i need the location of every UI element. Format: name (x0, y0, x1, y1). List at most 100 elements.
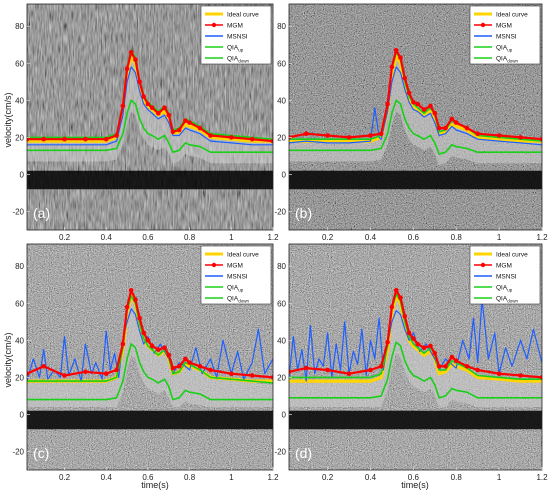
mgm-point (325, 133, 330, 138)
mgm-point (121, 104, 126, 109)
mgm-point (518, 135, 523, 140)
panel-label: (a) (33, 205, 50, 221)
mgm-point (422, 345, 427, 350)
mgm-point (83, 370, 88, 375)
mgm-point (146, 338, 151, 343)
mgm-point (208, 368, 213, 373)
chart-panel-c: -200204060800.2 0.4 0.6 0.8 1 1.2(c)Ideal cur… (12, 244, 279, 482)
y-tick-label: 0 (20, 410, 25, 419)
mgm-point (62, 137, 67, 142)
mgm-point (187, 120, 192, 125)
legend-label: Ideal curve (496, 12, 528, 19)
x-tick-label: 0.2 (59, 473, 71, 482)
mgm-point (398, 295, 403, 300)
x-tick-label: 0.6 (408, 233, 420, 242)
x-tick-label: 0.4 (365, 473, 377, 482)
legend: Ideal curve MGM MSNSI QIAup QIAdown (201, 246, 271, 304)
y-tick-label: 60 (15, 59, 24, 68)
legend-label: MSNSI (227, 274, 248, 281)
y-tick-label: -20 (12, 207, 24, 216)
mgm-point (125, 305, 130, 310)
panel-label: (d) (295, 445, 312, 461)
mgm-point (403, 314, 408, 319)
x-tick-label: 1.2 (267, 473, 279, 482)
mgm-point (171, 130, 176, 135)
legend-label: MGM (496, 263, 512, 270)
mgm-point (183, 357, 188, 362)
x-tick-label: 0.8 (184, 473, 196, 482)
legend-label: Ideal curve (227, 12, 259, 19)
mgm-point (368, 368, 373, 373)
mgm-point (114, 133, 119, 138)
x-tick-label: 0.4 (101, 473, 113, 482)
mgm-point (411, 100, 416, 105)
x-tick-label: 1 (229, 233, 234, 242)
mgm-point (156, 347, 161, 352)
mgm-point (229, 371, 234, 376)
mgm-point (394, 48, 399, 53)
mgm-point (304, 366, 309, 371)
x-tick-label: 0.8 (451, 473, 463, 482)
mgm-point (208, 133, 213, 138)
y-tick-label: -20 (274, 447, 286, 456)
mgm-point (229, 135, 234, 140)
baseline-band (27, 171, 273, 190)
mgm-point (385, 102, 390, 107)
mgm-point (518, 373, 523, 378)
x-tick-label: 0.6 (142, 473, 154, 482)
legend-label: MGM (496, 23, 512, 30)
mgm-point (437, 364, 442, 369)
legend-label-subscript: up (507, 48, 513, 53)
x-tick-label: 1.2 (536, 233, 548, 242)
legend-marker (212, 263, 216, 267)
y-tick-label: 0 (282, 170, 287, 179)
x-tick-label: 0.6 (408, 473, 420, 482)
mgm-point (177, 364, 182, 369)
mgm-point (465, 126, 470, 131)
y-tick-label: 20 (277, 373, 286, 382)
mgm-point (104, 137, 109, 142)
mgm-point (250, 373, 255, 378)
y-tick-label: 60 (15, 299, 24, 308)
mgm-point (162, 105, 167, 110)
mgm-point (411, 336, 416, 341)
x-tick-label: 0.4 (365, 233, 377, 242)
legend-label-subscript: up (507, 288, 513, 293)
x-tick-label: 1 (229, 473, 234, 482)
x-tick-label: 1 (497, 233, 502, 242)
legend-label: MSNSI (496, 274, 517, 281)
legend: Ideal curve MGM MSNSI QIAup QIAdown (470, 246, 540, 304)
mgm-point (156, 111, 161, 116)
mgm-point (497, 371, 502, 376)
mgm-point (415, 342, 420, 347)
mgm-point (183, 118, 188, 123)
mgm-point (137, 316, 142, 321)
y-tick-label: 40 (15, 96, 24, 105)
x-tick-label: 0.2 (322, 233, 334, 242)
legend-marker (481, 263, 485, 267)
mgm-point (433, 111, 438, 116)
y-tick-label: 20 (15, 373, 24, 382)
mgm-point (167, 113, 172, 118)
mgm-point (133, 57, 138, 62)
y-tick-label: 40 (277, 96, 286, 105)
legend-label-subscript: down (238, 59, 249, 64)
mgm-point (141, 94, 146, 99)
mgm-point (187, 360, 192, 365)
mgm-point (403, 76, 408, 81)
x-tick-label: 0.4 (101, 233, 113, 242)
mgm-point (129, 288, 134, 293)
legend-label-subscript: up (238, 48, 244, 53)
baseline-band (289, 171, 542, 190)
y-tick-label: 60 (277, 299, 286, 308)
legend-label: MSNSI (496, 34, 517, 41)
y-tick-label: 60 (277, 59, 286, 68)
mgm-point (454, 120, 459, 125)
y-tick-label: 80 (15, 262, 24, 271)
mgm-point (437, 126, 442, 131)
mgm-point (475, 131, 480, 136)
y-axis-label: velocity(cm/s) (3, 92, 13, 147)
y-tick-label: 40 (15, 336, 24, 345)
mgm-point (465, 364, 470, 369)
mgm-point (379, 131, 384, 136)
